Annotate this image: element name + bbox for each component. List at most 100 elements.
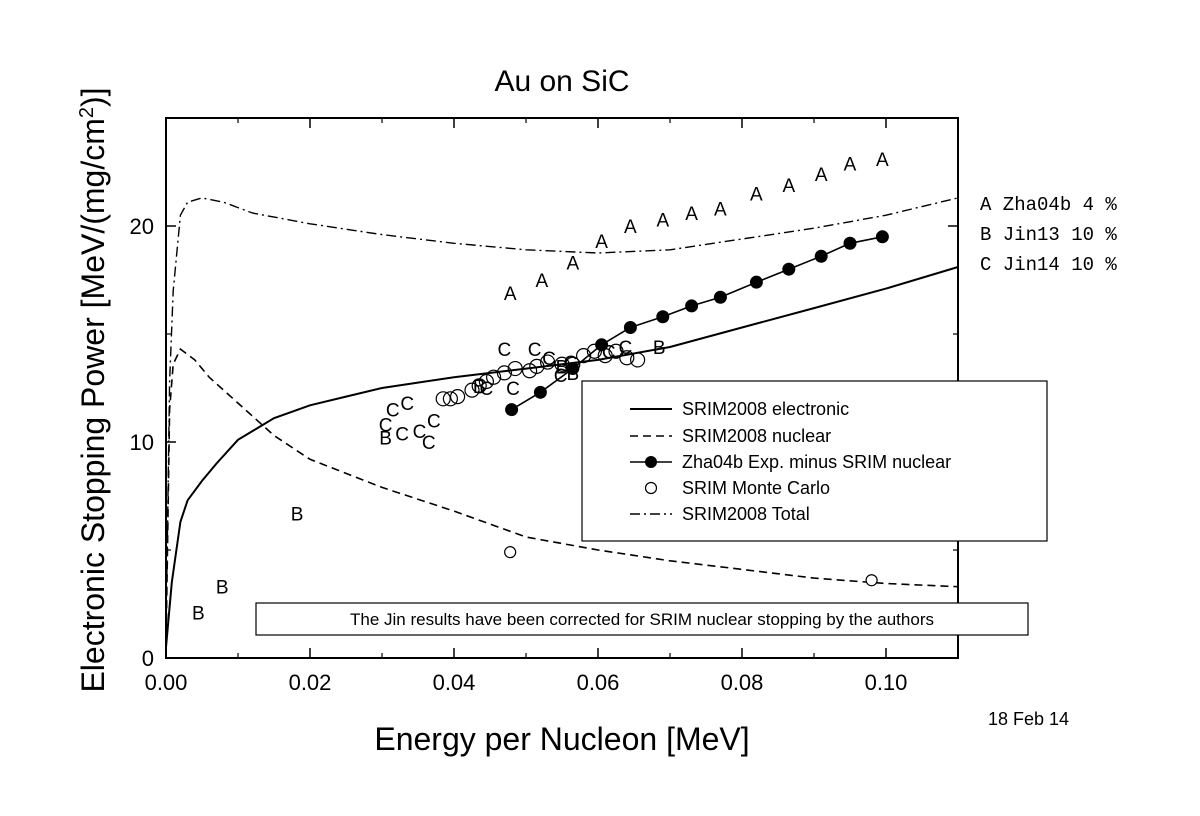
letter-key-a: A Zha04b 4 %: [980, 194, 1117, 216]
hollow-circle-point: [464, 382, 480, 398]
hollow-circle-point: [521, 363, 538, 379]
letter-point-b: B: [291, 504, 304, 525]
zha04b-point: [713, 290, 727, 304]
letter-point-a: A: [566, 254, 579, 275]
annotation-note: The Jin results have been corrected for …: [255, 602, 1029, 636]
series-srim2008-total-line: [165, 197, 959, 637]
letter-point-a: A: [595, 232, 608, 253]
hollow-circle-point: [478, 373, 494, 390]
letter-point-c: C: [413, 422, 427, 443]
zha04b-point: [875, 230, 889, 244]
monte-carlo-point: [865, 574, 878, 587]
letter-point-b: B: [379, 429, 392, 450]
letter-point-a: A: [504, 284, 517, 305]
hollow-circle-point: [486, 369, 502, 385]
letter-point-c: C: [379, 416, 393, 437]
hollow-circle-point: [450, 389, 466, 405]
series-srim2008-nuclear-line: [165, 347, 959, 648]
markers-layer: [435, 230, 889, 587]
letter-point-a: A: [750, 185, 763, 206]
letter-key-b: B Jin13 10 %: [980, 224, 1117, 246]
x-tick-label: 0.08: [721, 670, 764, 695]
legend-label-zha04b: Zha04b Exp. minus SRIM nuclear: [682, 452, 951, 472]
hollow-circle-point: [539, 354, 556, 370]
letter-point-c: C: [602, 342, 616, 363]
y-axis-title-sup: 2: [76, 107, 98, 118]
annotation-text: The Jin results have been corrected for …: [350, 610, 934, 629]
letter-point-a: A: [782, 176, 795, 197]
legend-label-nuclear: SRIM2008 nuclear: [682, 426, 831, 446]
hollow-circle-point: [496, 365, 512, 381]
letter-point-c: C: [506, 379, 520, 400]
x-tick-label: 0.02: [289, 670, 332, 695]
letter-point-c: C: [542, 349, 556, 370]
letter-point-c: C: [554, 366, 568, 387]
legend: SRIM2008 electronic SRIM2008 nuclear Zha…: [581, 380, 1048, 542]
hollow-circle-point: [586, 343, 603, 359]
letter-point-b: B: [556, 357, 569, 378]
y-axis-title: Electronic Stopping Power [MeV/(mg/cm2)]: [75, 87, 111, 692]
hollow-circle-point: [529, 358, 545, 374]
letter-point-a: A: [844, 154, 857, 175]
x-tick-label: 0.04: [433, 670, 476, 695]
letter-point-b: B: [216, 578, 229, 599]
zha04b-point: [656, 310, 670, 324]
zha04b-point: [623, 321, 637, 335]
y-tick-label: 20: [130, 214, 154, 239]
x-tick-label: 0.00: [145, 670, 188, 695]
hollow-circle-point: [507, 360, 523, 377]
letter-point-c: C: [528, 340, 542, 361]
letter-point-a: A: [815, 165, 828, 186]
letter-point-c: C: [564, 353, 578, 374]
chart-title: Au on SiC: [494, 65, 629, 98]
letter-point-a: A: [876, 150, 889, 171]
zha04b-point: [505, 403, 519, 417]
letter-key: A Zha04b 4 % B Jin13 10 % C Jin14 10 %: [980, 194, 1117, 276]
hollow-circle-point: [471, 378, 487, 394]
letter-point-c: C: [480, 379, 494, 400]
letter-point-c: C: [400, 394, 414, 415]
legend-label-total: SRIM2008 Total: [682, 504, 810, 524]
annotation-frame: [255, 602, 1029, 636]
letter-point-a: A: [685, 204, 698, 225]
zha04b-point: [782, 262, 796, 276]
letter-point-a: A: [535, 271, 548, 292]
zha04b-point: [566, 362, 580, 376]
series-srim2008-electronic-line: [165, 266, 959, 648]
letter-point-b: B: [566, 364, 579, 385]
hollow-circle-point: [629, 352, 646, 368]
zha04b-point: [749, 275, 763, 289]
y-tick-label: 0: [142, 646, 154, 671]
letter-point-c: C: [386, 401, 400, 422]
legend-label-electronic: SRIM2008 electronic: [682, 399, 849, 419]
hollow-circle-point: [565, 356, 581, 372]
legend-marker-montecarlo: [644, 481, 658, 495]
legend-marker-zha04b: [645, 456, 657, 468]
legend-label-montecarlo: SRIM Monte Carlo: [682, 478, 830, 498]
letter-point-a: A: [656, 211, 669, 232]
monte-carlo-point: [504, 546, 517, 559]
zha04b-point: [814, 249, 828, 263]
letter-point-c: C: [422, 433, 436, 454]
letter-point-c: C: [498, 340, 512, 361]
letter-point-c: C: [618, 338, 632, 359]
y-tick-label: 10: [130, 430, 154, 455]
x-tick-label: 0.10: [865, 670, 908, 695]
hollow-circle-point: [554, 356, 570, 372]
hollow-circle-point: [619, 350, 635, 366]
zha04b-point: [533, 385, 547, 399]
zha04b-point: [685, 299, 699, 313]
x-tick-label: 0.06: [577, 670, 620, 695]
hollow-circle-point: [442, 391, 458, 407]
hollow-circle-point: [575, 348, 592, 364]
letter-point-b: B: [653, 338, 666, 359]
axis-tick-labels: 0.00 0.02 0.04 0.06 0.08 0.10 0 10 20: [130, 214, 908, 695]
date-stamp: 18 Feb 14: [988, 709, 1069, 729]
zha04b-point: [843, 236, 857, 250]
letter-point-b: B: [473, 377, 486, 398]
y-axis-title-end: )]: [75, 87, 111, 107]
axis-ticks: [165, 118, 958, 659]
letter-key-c: C Jin14 10 %: [980, 254, 1117, 276]
y-axis-title-main: Electronic Stopping Power [MeV/(mg/cm: [75, 118, 111, 692]
